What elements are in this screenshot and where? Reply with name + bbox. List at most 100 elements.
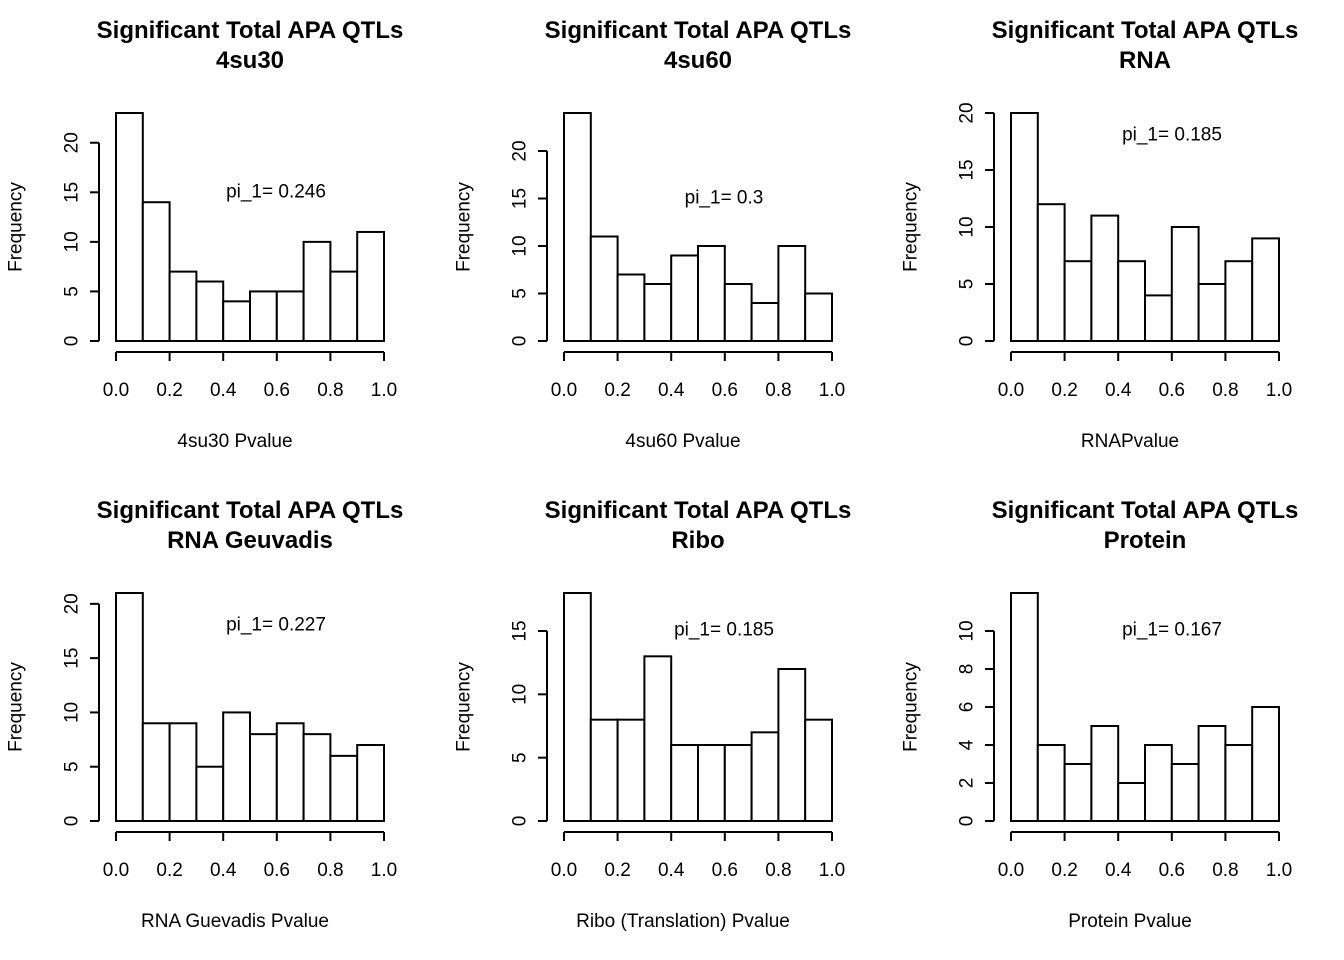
x-tick-label: 0.6 — [712, 860, 738, 881]
x-tick-label: 0.4 — [658, 860, 685, 881]
histogram-bar — [670, 254, 700, 342]
histogram-bar — [356, 230, 386, 343]
x-tick-label: 0.4 — [1105, 380, 1132, 401]
y-axis-label: Frequency — [6, 662, 27, 752]
x-axis-label: RNA Guevadis Pvalue — [141, 911, 329, 932]
x-tick-label: 0.8 — [1212, 860, 1238, 881]
y-tick-label: 10 — [957, 216, 978, 237]
histogram-bar — [723, 283, 753, 342]
histogram-bar — [563, 112, 592, 342]
chart-title: Significant Total APA QTLs — [97, 497, 404, 524]
histogram-bar — [1224, 260, 1254, 343]
chart-title: Significant Total APA QTLs — [992, 17, 1299, 44]
x-tick-label: 0.6 — [1159, 380, 1185, 401]
y-tick-label: 15 — [510, 188, 531, 209]
histogram-bar — [1144, 294, 1173, 342]
y-tick-label: 0 — [957, 336, 978, 347]
x-tick-label: 0.0 — [998, 860, 1024, 881]
pi1-annotation: pi_1= 0.185 — [1122, 125, 1222, 146]
x-tick-label: 0.2 — [604, 380, 630, 401]
y-tick-label: 8 — [957, 664, 978, 675]
histogram-bar — [1063, 260, 1093, 343]
histogram-bar — [563, 592, 592, 822]
chart-subtitle: RNA — [1119, 47, 1171, 74]
pi1-annotation: pi_1= 0.185 — [674, 620, 774, 641]
x-axis-label: 4su30 Pvalue — [177, 431, 292, 452]
pi1-annotation: pi_1= 0.167 — [1122, 620, 1222, 641]
histogram-bar — [1117, 782, 1146, 822]
histogram-bar — [697, 744, 726, 822]
y-tick-label: 5 — [510, 752, 531, 763]
x-tick-label: 0.0 — [998, 380, 1024, 401]
histogram-bar — [697, 245, 726, 342]
histogram-bar — [1197, 725, 1227, 822]
histogram-bar — [115, 592, 144, 822]
x-tick-label: 1.0 — [1266, 380, 1292, 401]
y-axis-label: Frequency — [901, 182, 922, 272]
y-tick-label: 0 — [957, 816, 978, 827]
y-tick-label: 5 — [510, 288, 531, 299]
x-tick-label: 0.8 — [1212, 380, 1238, 401]
histogram-bar — [1010, 592, 1039, 822]
x-tick-label: 1.0 — [819, 860, 845, 881]
x-tick-label: 1.0 — [819, 380, 845, 401]
histogram-bar — [589, 718, 619, 823]
histogram-bar — [222, 300, 251, 343]
x-tick-label: 0.6 — [712, 380, 738, 401]
histogram-bar — [195, 765, 225, 823]
x-axis-label: Ribo (Translation) Pvalue — [576, 911, 790, 932]
y-tick-label: 15 — [62, 182, 83, 203]
x-tick-label: 0.4 — [210, 860, 237, 881]
histogram-bar — [1224, 744, 1254, 822]
y-tick-label: 0 — [510, 336, 531, 347]
chart-subtitle: 4su60 — [664, 47, 732, 74]
x-tick-label: 0.2 — [156, 380, 182, 401]
y-axis-label: Frequency — [454, 662, 475, 752]
x-tick-label: 0.8 — [765, 860, 791, 881]
pi1-annotation: pi_1= 0.246 — [226, 182, 326, 203]
pi1-annotation: pi_1= 0.3 — [685, 188, 764, 209]
x-tick-label: 0.4 — [658, 380, 685, 401]
histogram-bar — [1251, 706, 1280, 822]
histogram-bar — [1251, 237, 1280, 342]
x-tick-label: 0.0 — [103, 380, 129, 401]
y-tick-label: 4 — [957, 739, 978, 750]
histogram-bar — [750, 302, 780, 342]
histogram-bar — [302, 240, 332, 342]
chart-subtitle: RNA Geuvadis — [167, 527, 333, 554]
y-tick-label: 20 — [62, 593, 83, 614]
x-tick-label: 0.6 — [1159, 860, 1185, 881]
histogram-bar — [589, 235, 619, 342]
x-tick-label: 0.2 — [1051, 380, 1077, 401]
y-tick-label: 0 — [510, 816, 531, 827]
histogram-bar — [643, 283, 673, 342]
chart-title: Significant Total APA QTLs — [992, 497, 1299, 524]
x-tick-label: 0.2 — [156, 860, 182, 881]
histogram-bar — [1090, 214, 1120, 343]
y-tick-label: 0 — [62, 816, 83, 827]
histogram-bar — [222, 711, 251, 823]
histogram-bar — [329, 754, 359, 822]
y-tick-label: 15 — [957, 159, 978, 180]
histogram-bar — [750, 731, 780, 822]
histogram-bar — [1036, 203, 1066, 342]
histogram-bar — [356, 744, 386, 822]
histogram-bar — [616, 718, 646, 823]
x-tick-label: 0.8 — [317, 860, 343, 881]
x-tick-label: 0.6 — [264, 860, 290, 881]
y-tick-label: 15 — [510, 620, 531, 641]
x-tick-label: 0.0 — [551, 380, 577, 401]
x-tick-label: 0.8 — [765, 380, 791, 401]
histogram-bar — [1090, 725, 1120, 822]
histogram-bar — [723, 744, 753, 822]
chart-title: Significant Total APA QTLs — [97, 17, 404, 44]
x-tick-label: 0.0 — [551, 860, 577, 881]
y-axis-label: Frequency — [901, 662, 922, 752]
histogram-bar — [643, 655, 673, 822]
histogram-bar — [168, 270, 198, 343]
x-tick-label: 0.4 — [1105, 860, 1132, 881]
x-tick-label: 0.2 — [1051, 860, 1077, 881]
x-axis-label: RNAPvalue — [1081, 431, 1179, 452]
histogram-bar — [804, 718, 834, 823]
chart-subtitle: Protein — [1104, 527, 1187, 554]
